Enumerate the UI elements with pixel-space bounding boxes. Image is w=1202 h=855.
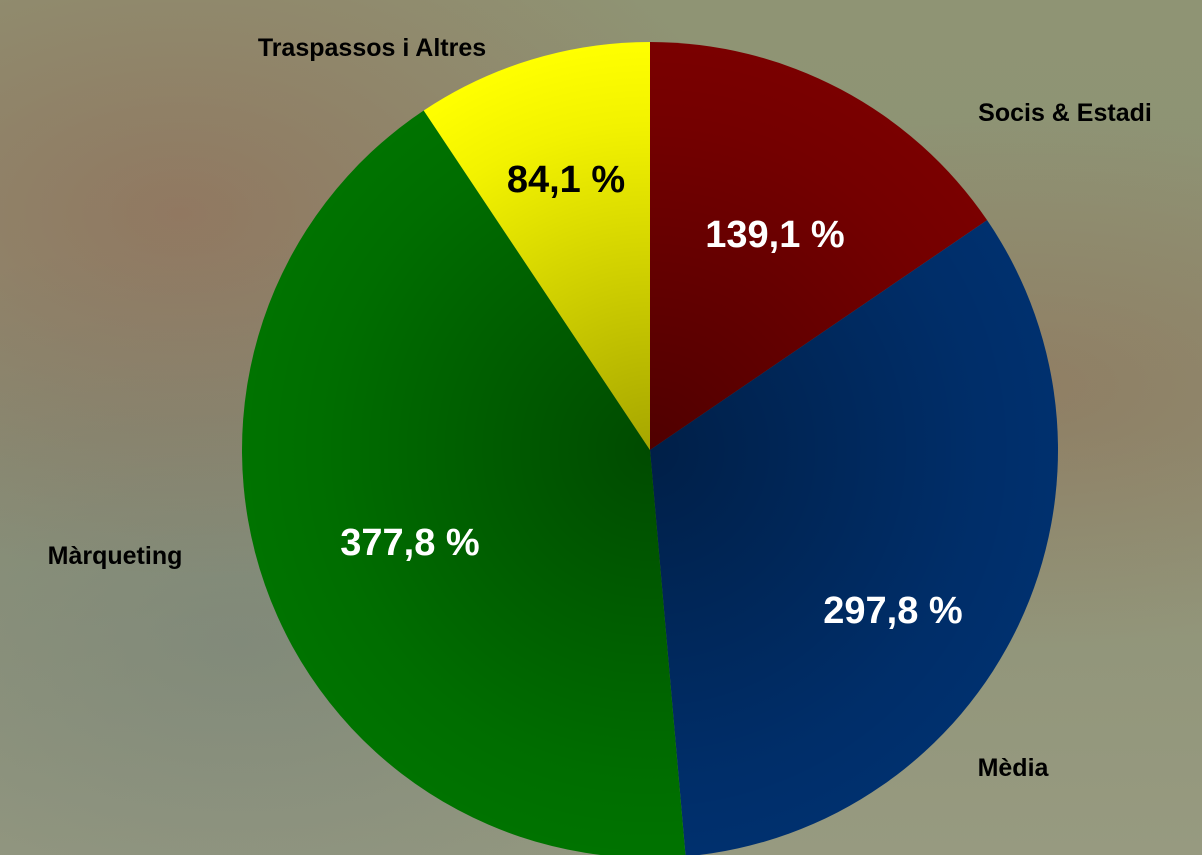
value-label: 139,1 %	[705, 214, 844, 256]
category-label: Socis & Estadi	[978, 99, 1152, 127]
value-label: 297,8 %	[823, 590, 962, 632]
value-label: 377,8 %	[340, 522, 479, 564]
category-label: Màrqueting	[47, 542, 183, 570]
category-label: Mèdia	[977, 754, 1049, 782]
value-label: 84,1 %	[507, 159, 625, 201]
category-label: Traspassos i Altres	[257, 34, 487, 62]
